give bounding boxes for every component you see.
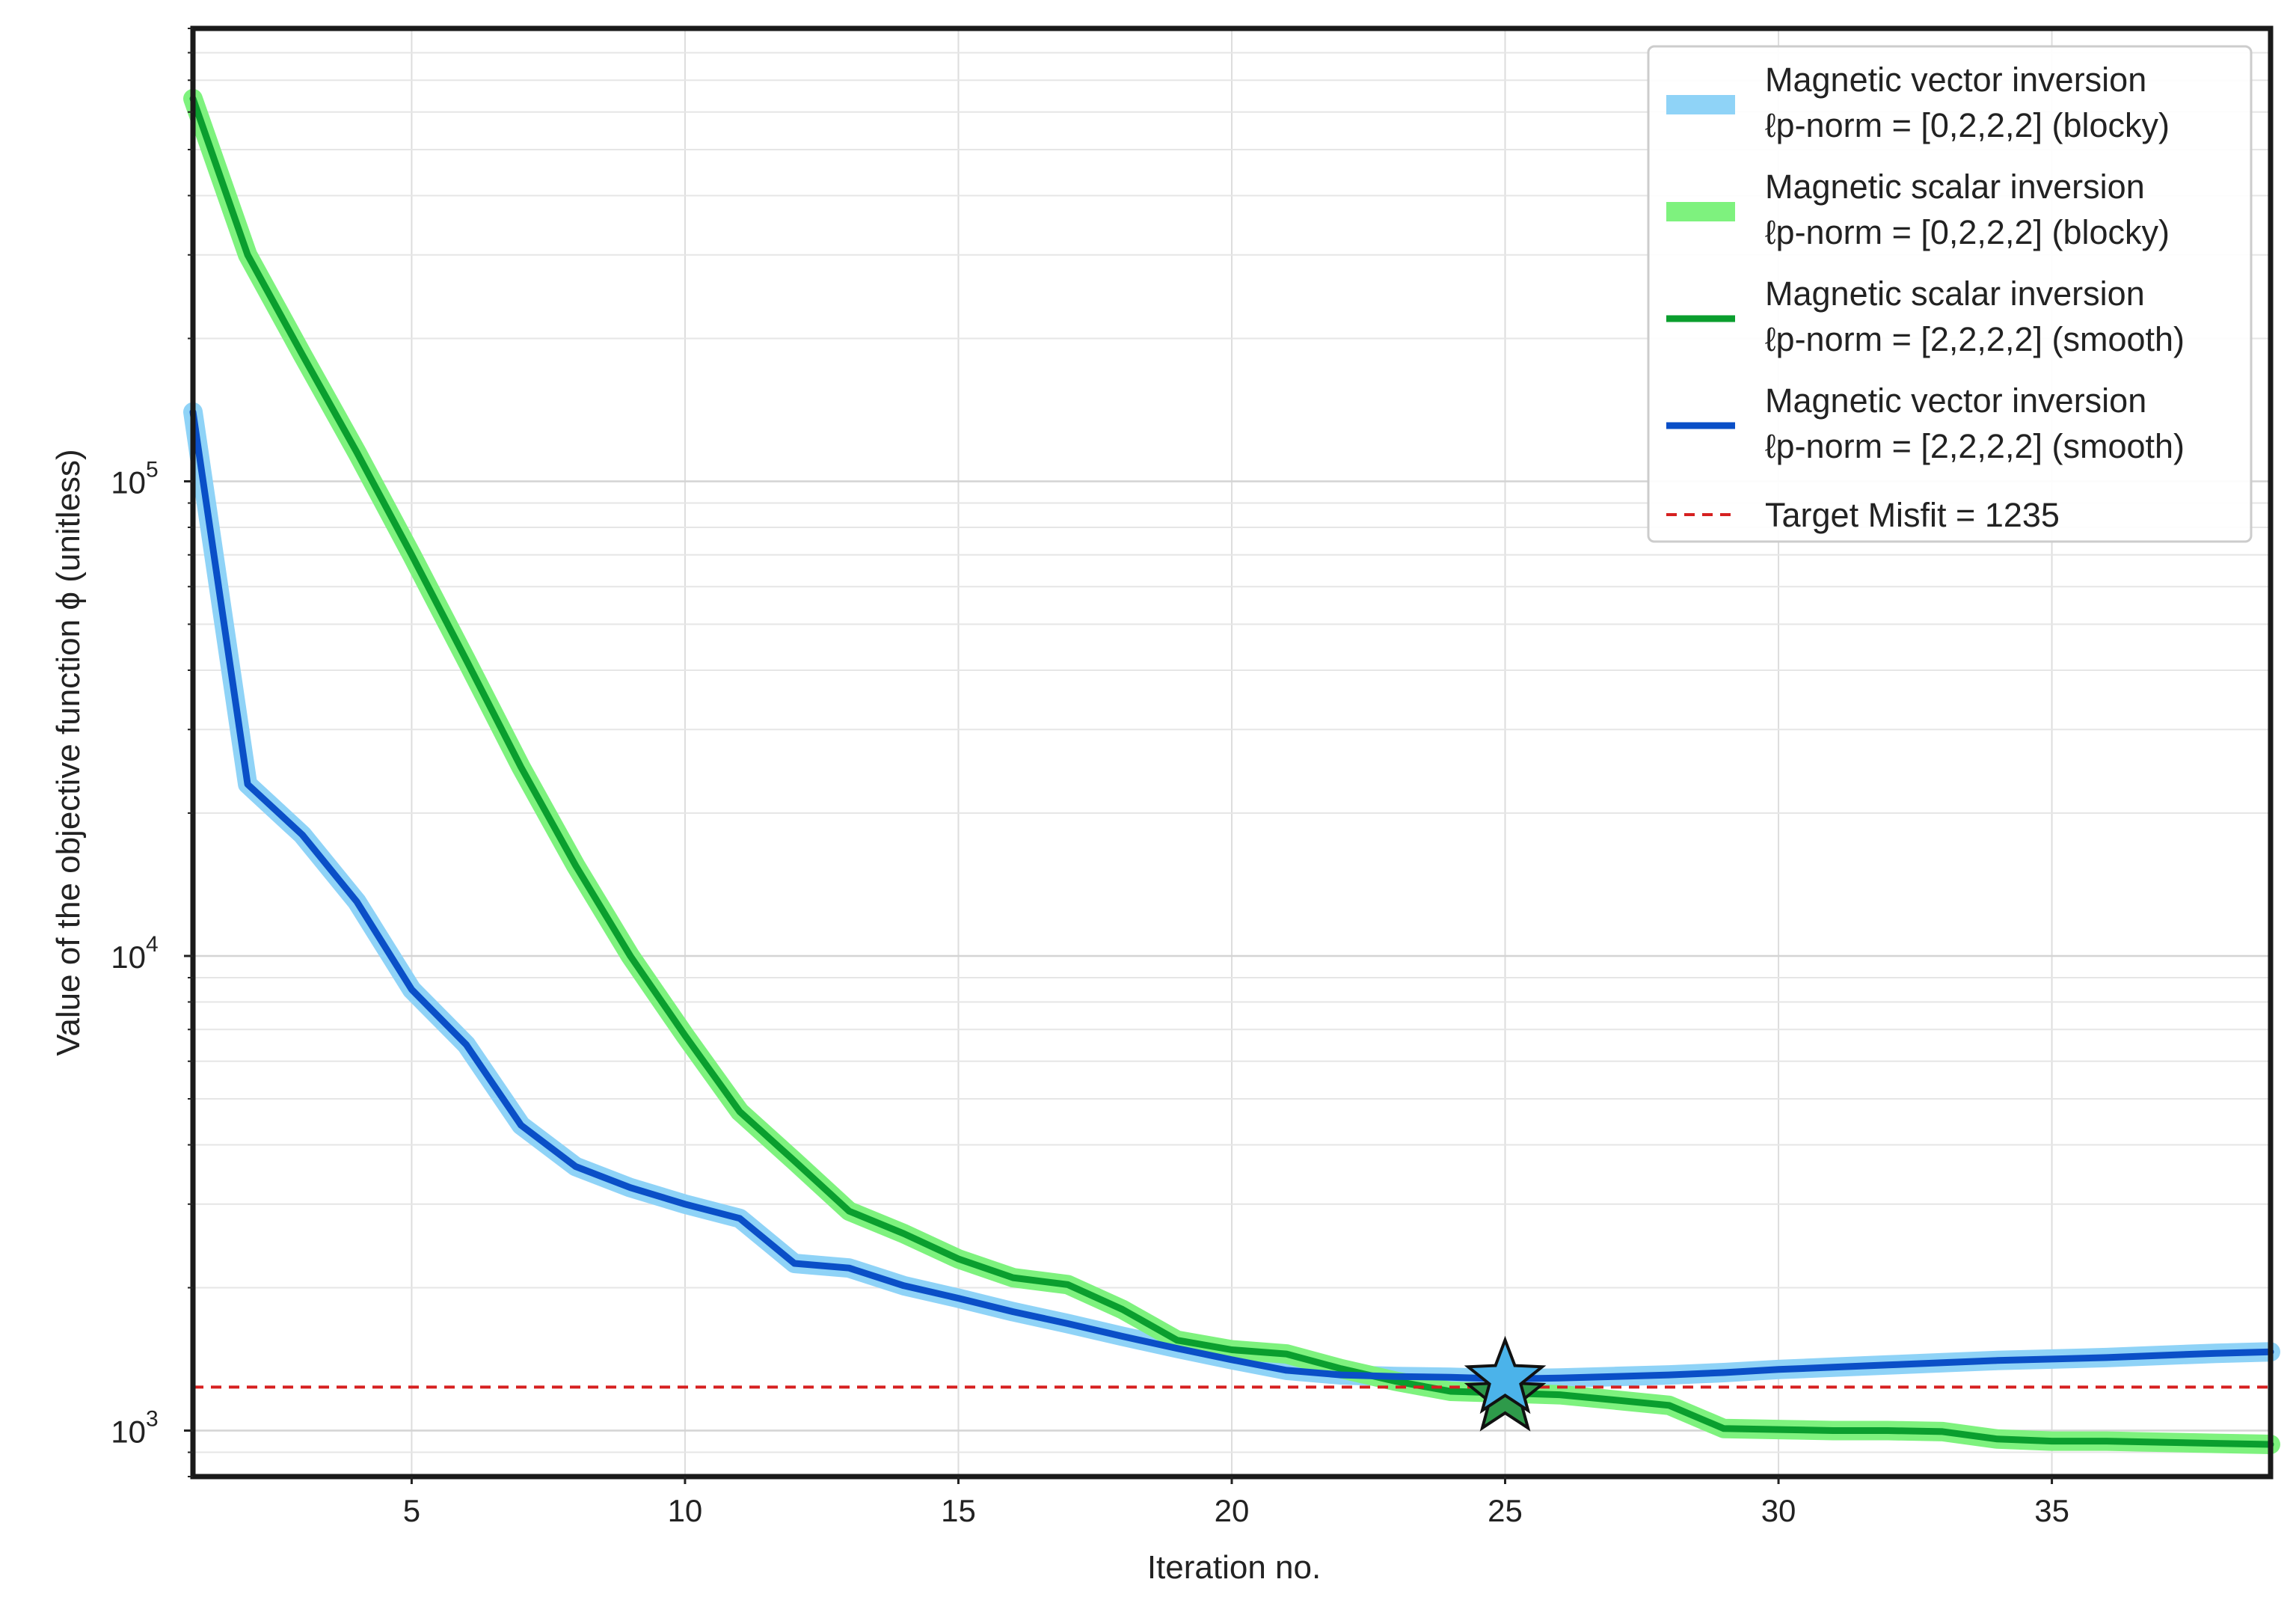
legend-label-msi_smooth-line1: Magnetic scalar inversion [1765,275,2145,313]
x-tick-label: 25 [1488,1493,1523,1528]
star-marker-vector [1464,1335,1547,1414]
x-tick-label: 10 [668,1493,703,1528]
legend-label-mvi_blocky-line1: Magnetic vector inversion [1765,61,2146,99]
legend-label-msi_smooth-line2: ℓp-norm = [2,2,2,2] (smooth) [1765,320,2185,358]
series-line-mvi_smooth [189,408,2274,1382]
legend: Magnetic vector inversion ℓp-norm = [0,2,… [1647,45,2253,543]
x-axis-label: Iteration no. [1147,1549,1321,1586]
legend-label-mvi_smooth-line1: Magnetic vector inversion [1765,381,2146,420]
legend-label-msi_blocky-line2: ℓp-norm = [0,2,2,2] (blocky) [1765,213,2170,251]
x-axis-ticks: 5 10 15 20 25 30 35 [403,1477,2069,1528]
x-tick-label: 30 [1761,1493,1796,1528]
x-tick-label: 15 [941,1493,976,1528]
x-tick-label: 20 [1215,1493,1250,1528]
x-tick-label: 5 [403,1493,420,1528]
series-lines [183,88,2280,1454]
legend-box [1647,45,2253,543]
legend-label-target-misfit: Target Misfit = 1235 [1765,496,2060,534]
legend-label-msi_blocky-line1: Magnetic scalar inversion [1765,168,2145,206]
y-axis-label: Value of the objective function ϕ (unitl… [50,449,87,1055]
x-tick-label: 35 [2034,1493,2069,1528]
series-line-msi_smooth [189,95,2274,1448]
marker-group [1464,1335,1547,1432]
legend-label-mvi_blocky-line2: ℓp-norm = [0,2,2,2] (blocky) [1765,106,2170,144]
y-tick-label: 105 [111,457,158,500]
legend-label-mvi_smooth-line2: ℓp-norm = [2,2,2,2] (smooth) [1765,427,2185,465]
